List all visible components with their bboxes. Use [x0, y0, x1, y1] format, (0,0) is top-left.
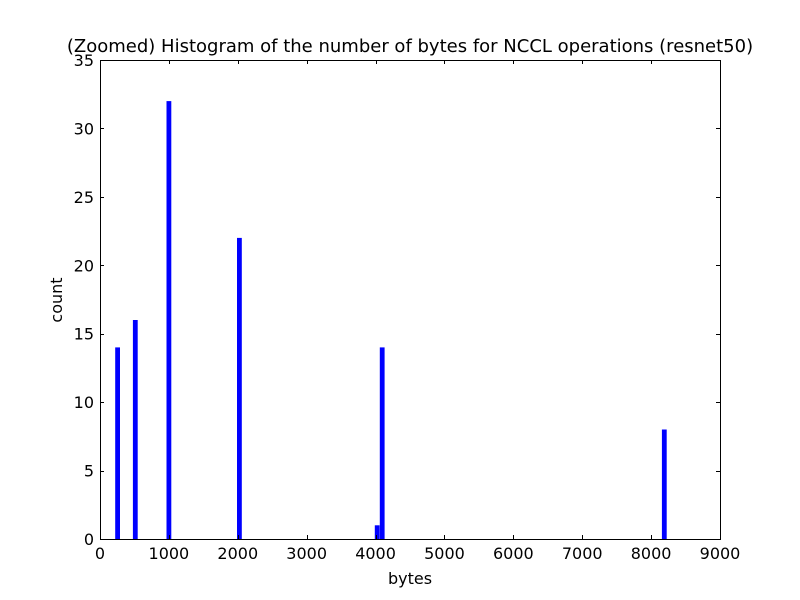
x-tick-label-1: 1000	[149, 544, 190, 563]
plot-frame	[100, 60, 721, 540]
y-tick-label-7: 35	[74, 51, 94, 70]
y-tick-label-1: 5	[84, 462, 94, 481]
x-tick-label-9: 9000	[700, 544, 741, 563]
histogram-bar-5	[379, 347, 385, 539]
y-tick-label-5: 25	[74, 188, 94, 207]
x-tick-label-5: 5000	[424, 544, 465, 563]
histogram-bar-4	[374, 525, 380, 539]
y-tick-label-6: 30	[74, 119, 94, 138]
bars-group	[115, 101, 667, 539]
x-tick-label-7: 7000	[562, 544, 603, 563]
x-tick-label-2: 2000	[217, 544, 258, 563]
x-tick-label-4: 4000	[355, 544, 396, 563]
y-tick-label-4: 20	[74, 256, 94, 275]
histogram-bar-0	[115, 347, 120, 539]
histogram-bar-1	[132, 320, 138, 539]
chart-title: (Zoomed) Histogram of the number of byte…	[67, 36, 753, 57]
y-tick-label-2: 10	[74, 393, 94, 412]
y-axis-ticks: 0 5 10 15 20 25 30 35	[74, 51, 720, 549]
x-tick-label-6: 6000	[493, 544, 534, 563]
histogram-bar-3	[237, 237, 242, 539]
y-tick-label-0: 0	[84, 530, 94, 549]
y-tick-label-3: 15	[74, 325, 94, 344]
y-axis-label: count	[47, 277, 66, 322]
x-axis-label: bytes	[388, 569, 432, 588]
x-tick-label-8: 8000	[631, 544, 672, 563]
x-tick-label-3: 3000	[286, 544, 327, 563]
histogram-bar-6	[661, 429, 667, 539]
histogram-bar-2	[166, 101, 172, 539]
x-tick-label-0: 0	[95, 544, 105, 563]
x-axis-ticks: 0 1000 2000 3000 4000 5000 6000 7000 8000 9000	[95, 60, 740, 563]
